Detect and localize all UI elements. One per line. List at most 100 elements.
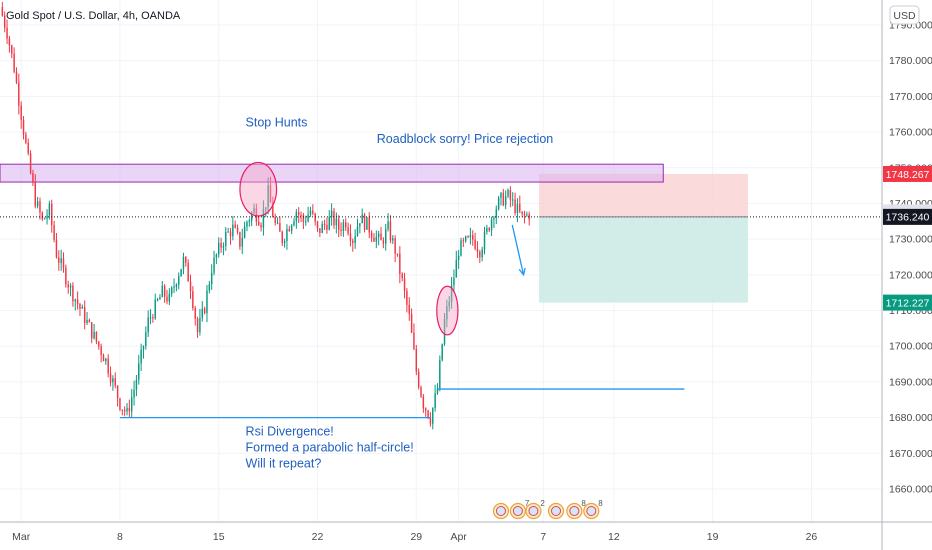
candle[interactable] <box>6 19 8 44</box>
candle[interactable] <box>105 357 107 365</box>
event-icon[interactable]: 8 <box>583 499 604 520</box>
candle[interactable] <box>53 220 55 243</box>
candle[interactable] <box>34 174 37 209</box>
candle[interactable] <box>130 388 133 418</box>
candle[interactable] <box>474 232 476 251</box>
event-icon[interactable] <box>547 502 565 520</box>
candle[interactable] <box>472 230 474 246</box>
candle[interactable] <box>170 286 173 297</box>
candle[interactable] <box>460 237 462 257</box>
candle[interactable] <box>439 355 441 392</box>
candle[interactable] <box>328 210 331 231</box>
candle[interactable] <box>180 268 182 277</box>
candle[interactable] <box>255 203 258 226</box>
candle[interactable] <box>295 209 298 229</box>
candle[interactable] <box>241 228 243 255</box>
candle[interactable] <box>15 67 18 85</box>
candle[interactable] <box>403 272 406 299</box>
candle[interactable] <box>152 313 154 323</box>
candle[interactable] <box>476 241 479 258</box>
candle[interactable] <box>312 204 314 216</box>
candle[interactable] <box>302 212 305 230</box>
candle[interactable] <box>467 235 469 239</box>
candle[interactable] <box>441 343 443 362</box>
candle[interactable] <box>415 344 418 376</box>
candle[interactable] <box>330 203 333 226</box>
candle[interactable] <box>349 224 352 247</box>
candle[interactable] <box>215 253 218 264</box>
candle[interactable] <box>126 403 128 416</box>
candle[interactable] <box>147 310 149 337</box>
candle[interactable] <box>479 249 481 264</box>
candle[interactable] <box>128 399 131 418</box>
candle[interactable] <box>62 252 65 273</box>
candle[interactable] <box>60 249 62 271</box>
candle[interactable] <box>48 200 51 220</box>
candle[interactable] <box>201 301 204 322</box>
event-icon[interactable] <box>492 502 510 520</box>
candle[interactable] <box>276 217 279 225</box>
candle[interactable] <box>3 11 6 33</box>
candle[interactable] <box>69 283 72 297</box>
candle[interactable] <box>185 255 187 267</box>
candle[interactable] <box>55 232 58 259</box>
candle[interactable] <box>288 225 291 232</box>
candle[interactable] <box>206 285 208 323</box>
candle[interactable] <box>408 297 410 321</box>
candle[interactable] <box>323 219 326 231</box>
candle[interactable] <box>72 282 74 307</box>
candle[interactable] <box>65 264 67 288</box>
candle[interactable] <box>392 235 394 245</box>
candle[interactable] <box>13 47 15 74</box>
candle[interactable] <box>504 190 507 210</box>
candle[interactable] <box>281 230 283 246</box>
candle[interactable] <box>490 216 493 237</box>
candle[interactable] <box>138 354 140 385</box>
candle[interactable] <box>262 200 265 236</box>
candle[interactable] <box>112 375 114 391</box>
candle[interactable] <box>116 385 119 407</box>
candle[interactable] <box>516 198 519 223</box>
candle[interactable] <box>424 407 427 417</box>
candle[interactable] <box>119 397 121 412</box>
candle[interactable] <box>519 195 521 214</box>
candle[interactable] <box>74 298 76 311</box>
candle[interactable] <box>213 250 215 276</box>
candle[interactable] <box>429 412 432 427</box>
candle[interactable] <box>1 1 4 17</box>
candle[interactable] <box>417 368 420 390</box>
candle[interactable] <box>76 291 79 310</box>
candle[interactable] <box>218 237 220 258</box>
candle[interactable] <box>488 226 490 233</box>
candle[interactable] <box>194 305 196 326</box>
candle[interactable] <box>347 222 349 236</box>
candle[interactable] <box>51 199 53 233</box>
candle[interactable] <box>67 280 69 294</box>
candle[interactable] <box>394 235 396 263</box>
candle[interactable] <box>234 220 236 229</box>
candle[interactable] <box>283 238 286 248</box>
candle[interactable] <box>384 223 387 251</box>
candle[interactable] <box>189 274 192 300</box>
candle[interactable] <box>297 207 300 224</box>
candle[interactable] <box>121 409 124 416</box>
candle[interactable] <box>98 340 100 350</box>
candle[interactable] <box>41 211 44 222</box>
candle[interactable] <box>483 226 486 255</box>
candle[interactable] <box>514 192 516 216</box>
candle[interactable] <box>457 250 460 269</box>
candle[interactable] <box>319 228 321 238</box>
currency-button[interactable]: USD <box>889 5 920 25</box>
candle[interactable] <box>239 231 241 250</box>
candle[interactable] <box>145 326 147 350</box>
candle[interactable] <box>366 217 368 230</box>
candle[interactable] <box>443 313 446 346</box>
candle[interactable] <box>509 186 512 208</box>
event-icon[interactable]: 8 <box>566 499 587 520</box>
candle[interactable] <box>333 207 335 229</box>
candle[interactable] <box>401 272 403 282</box>
candle[interactable] <box>257 215 260 227</box>
candle[interactable] <box>521 211 523 218</box>
candle[interactable] <box>314 212 316 226</box>
candle[interactable] <box>432 407 434 430</box>
